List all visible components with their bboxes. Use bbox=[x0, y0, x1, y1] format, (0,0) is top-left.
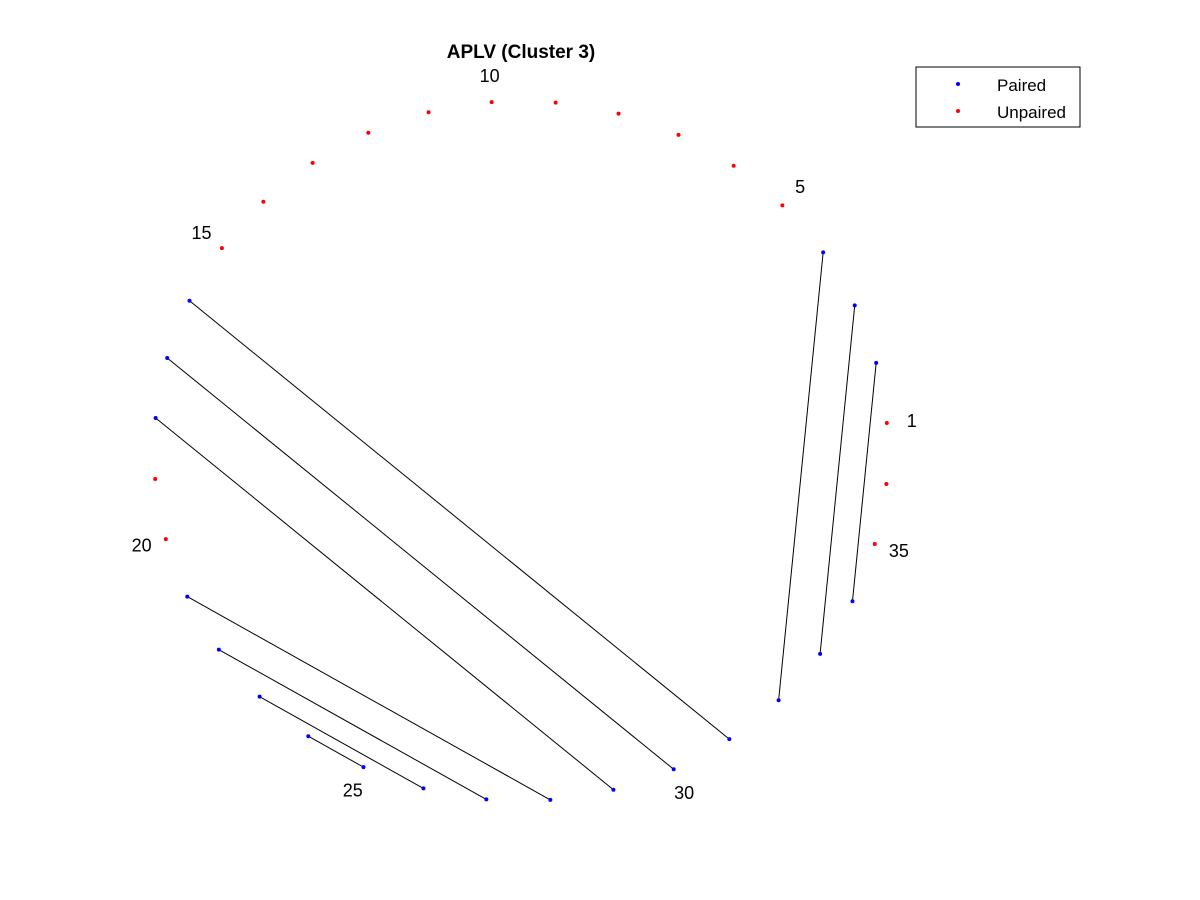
point-9 bbox=[553, 100, 558, 105]
pair-line-3-33 bbox=[819, 305, 856, 654]
point-3 bbox=[852, 303, 857, 308]
position-label-25: 25 bbox=[343, 781, 363, 801]
position-label-10: 10 bbox=[480, 66, 500, 86]
point-1 bbox=[884, 421, 889, 426]
point-5 bbox=[780, 203, 785, 208]
point-10 bbox=[489, 100, 494, 105]
pair-line-21-28 bbox=[187, 596, 551, 801]
pair-line-2-34 bbox=[851, 362, 877, 602]
legend-box bbox=[915, 66, 1081, 128]
pair-line-24-25 bbox=[308, 735, 364, 768]
position-label-35: 35 bbox=[889, 541, 909, 561]
legend-marker-unpaired bbox=[956, 109, 960, 113]
pair-line-16-31 bbox=[189, 300, 730, 740]
point-19 bbox=[153, 476, 158, 481]
point-17 bbox=[165, 355, 170, 360]
points bbox=[153, 100, 889, 802]
point-24 bbox=[306, 734, 311, 739]
pair-lines bbox=[155, 252, 877, 801]
point-7 bbox=[676, 132, 681, 137]
point-15 bbox=[219, 246, 224, 251]
point-34 bbox=[850, 599, 855, 604]
legend-label-paired: Paired bbox=[997, 76, 1046, 95]
point-29 bbox=[611, 787, 616, 792]
pair-line-22-27 bbox=[218, 649, 487, 800]
point-13 bbox=[310, 160, 315, 165]
point-33 bbox=[818, 651, 823, 656]
point-25 bbox=[361, 765, 366, 770]
point-32 bbox=[776, 698, 781, 703]
pair-line-23-26 bbox=[259, 696, 424, 789]
point-21 bbox=[185, 594, 190, 599]
point-35 bbox=[872, 542, 877, 547]
position-label-15: 15 bbox=[192, 223, 212, 243]
point-36 bbox=[884, 482, 889, 487]
point-20 bbox=[163, 537, 168, 542]
point-22 bbox=[216, 647, 221, 652]
point-28 bbox=[548, 797, 553, 802]
position-label-20: 20 bbox=[132, 536, 152, 556]
legend-label-unpaired: Unpaired bbox=[997, 103, 1066, 122]
legend: Paired Unpaired bbox=[915, 66, 1081, 128]
point-31 bbox=[727, 737, 732, 742]
position-label-5: 5 bbox=[795, 177, 805, 197]
point-23 bbox=[257, 694, 262, 699]
plot-title: APLV (Cluster 3) bbox=[447, 42, 596, 63]
point-30 bbox=[671, 767, 676, 772]
point-8 bbox=[616, 111, 621, 116]
pair-line-17-30 bbox=[166, 357, 674, 770]
point-26 bbox=[421, 786, 426, 791]
point-16 bbox=[187, 298, 192, 303]
pair-line-18-29 bbox=[155, 417, 614, 791]
position-label-1: 1 bbox=[907, 411, 917, 431]
point-14 bbox=[261, 199, 266, 204]
pair-line-4-32 bbox=[778, 252, 824, 701]
point-12 bbox=[366, 130, 371, 135]
point-18 bbox=[153, 415, 158, 420]
point-11 bbox=[426, 110, 431, 115]
point-4 bbox=[821, 250, 826, 255]
legend-marker-paired bbox=[956, 82, 960, 86]
position-label-30: 30 bbox=[674, 783, 694, 803]
point-6 bbox=[731, 163, 736, 168]
point-2 bbox=[874, 360, 879, 365]
point-27 bbox=[484, 797, 489, 802]
